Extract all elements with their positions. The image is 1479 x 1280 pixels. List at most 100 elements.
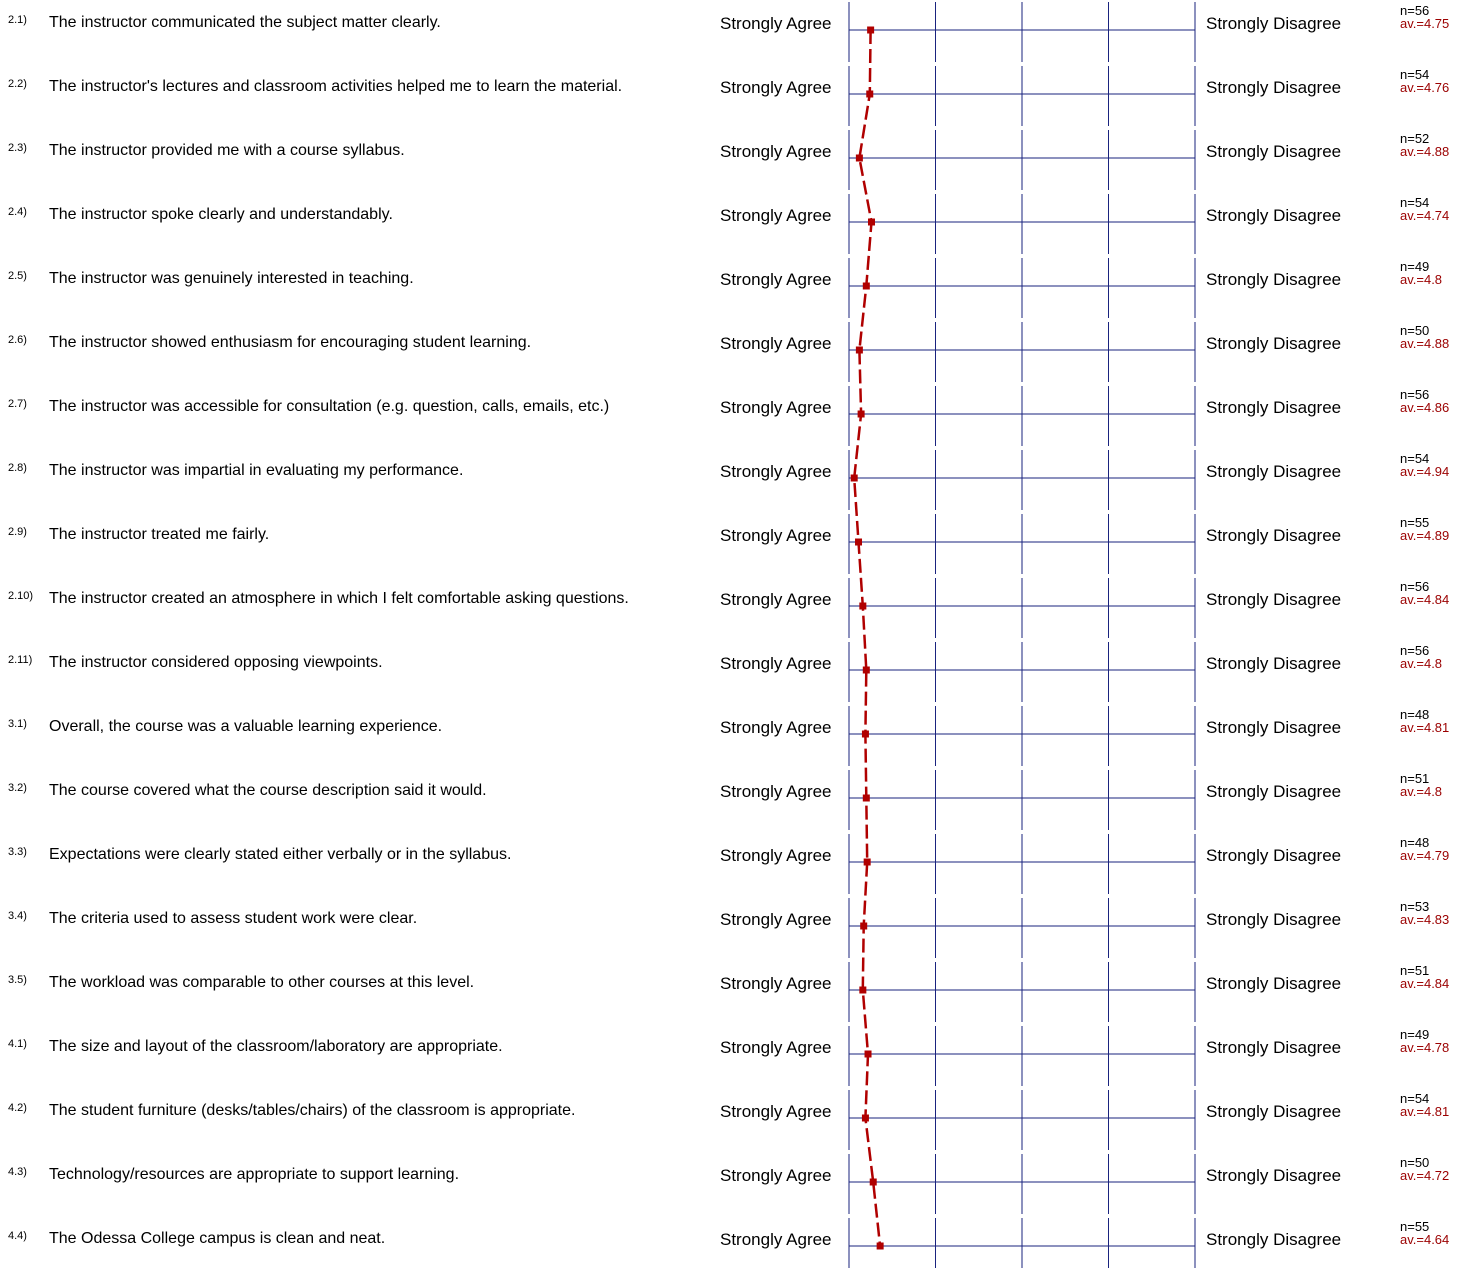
scale-right-label: Strongly Disagree: [1206, 1102, 1342, 1121]
question-number: 2.10): [8, 590, 34, 602]
response-count: n=49: [1400, 259, 1430, 274]
question-text: The instructor was genuinely interested …: [49, 270, 414, 287]
scale-right-label: Strongly Disagree: [1206, 1166, 1342, 1185]
question-text: The instructor's lectures and classroom …: [49, 78, 623, 95]
question-text: The instructor showed enthusiasm for enc…: [49, 334, 532, 351]
question-number: 3.4): [8, 910, 27, 922]
question-number: 3.5): [8, 974, 27, 986]
average-value: av.=4.84: [1400, 976, 1450, 991]
scale-left-label: Strongly Agree: [720, 910, 832, 929]
data-point: [867, 26, 875, 34]
question-row: 2.10) The instructor created an atmospher…: [0, 576, 1479, 640]
question-number: 4.1): [8, 1038, 27, 1050]
question-text: The instructor treated me fairly.: [49, 526, 270, 543]
scale-right-label: Strongly Disagree: [1206, 14, 1342, 33]
scale-right-label: Strongly Disagree: [1206, 526, 1342, 545]
average-value: av.=4.88: [1400, 144, 1450, 159]
question-text: The course covered what the course descr…: [49, 782, 487, 799]
average-value: av.=4.88: [1400, 336, 1450, 351]
data-point: [861, 730, 869, 738]
average-value: av.=4.83: [1400, 912, 1450, 927]
question-number: 2.1): [8, 14, 27, 26]
scale-right-label: Strongly Disagree: [1206, 974, 1342, 993]
scale-left-label: Strongly Agree: [720, 14, 832, 33]
question-number: 3.2): [8, 782, 27, 794]
average-value: av.=4.8: [1400, 656, 1443, 671]
average-value: av.=4.89: [1400, 528, 1450, 543]
question-text: The criteria used to assess student work…: [49, 910, 418, 927]
question-number: 2.11): [8, 654, 33, 666]
question-row: 2.9) The instructor treated me fairly. Str…: [0, 512, 1479, 576]
scale-left-label: Strongly Agree: [720, 590, 832, 609]
data-point: [860, 922, 868, 930]
response-count: n=56: [1400, 3, 1430, 18]
response-count: n=56: [1400, 643, 1430, 658]
response-count: n=54: [1400, 195, 1430, 210]
question-number: 4.3): [8, 1166, 27, 1178]
question-text: Technology/resources are appropriate to …: [49, 1166, 460, 1183]
scale-right-label: Strongly Disagree: [1206, 1038, 1342, 1057]
question-number: 2.2): [8, 78, 27, 90]
scale-left-label: Strongly Agree: [720, 526, 832, 545]
response-count: n=53: [1400, 899, 1430, 914]
data-point: [855, 346, 863, 354]
average-value: av.=4.78: [1400, 1040, 1450, 1055]
question-row: 2.2) The instructor's lectures and classr…: [0, 64, 1479, 128]
question-row: 2.4) The instructor spoke clearly and und…: [0, 192, 1479, 256]
scale-right-label: Strongly Disagree: [1206, 398, 1342, 417]
scale-left-label: Strongly Agree: [720, 270, 832, 289]
average-value: av.=4.64: [1400, 1232, 1450, 1247]
data-point: [855, 154, 863, 162]
question-row: 4.1) The size and layout of the classroom…: [0, 1024, 1479, 1088]
question-number: 4.4): [8, 1230, 27, 1242]
data-point: [863, 858, 871, 866]
average-value: av.=4.74: [1400, 208, 1450, 223]
average-value: av.=4.75: [1400, 16, 1450, 31]
response-count: n=50: [1400, 1155, 1430, 1170]
question-text: The instructor provided me with a course…: [49, 142, 405, 159]
response-count: n=54: [1400, 67, 1430, 82]
question-row: 2.1) The instructor communicated the subj…: [0, 0, 1479, 64]
scale-left-label: Strongly Agree: [720, 206, 832, 225]
question-row: 2.3) The instructor provided me with a co…: [0, 128, 1479, 192]
question-row: 2.8) The instructor was impartial in eval…: [0, 448, 1479, 512]
response-count: n=56: [1400, 387, 1430, 402]
scale-right-label: Strongly Disagree: [1206, 462, 1342, 481]
question-text: Overall, the course was a valuable learn…: [49, 718, 443, 735]
scale-left-label: Strongly Agree: [720, 846, 832, 865]
question-text: The instructor was impartial in evaluati…: [49, 462, 464, 479]
question-text: The Odessa College campus is clean and n…: [49, 1230, 386, 1247]
response-count: n=55: [1400, 1219, 1430, 1234]
data-point: [857, 410, 865, 418]
scale-left-label: Strongly Agree: [720, 1166, 832, 1185]
question-text: The instructor communicated the subject …: [49, 14, 441, 31]
average-value: av.=4.81: [1400, 1104, 1450, 1119]
question-row: 2.7) The instructor was accessible for co…: [0, 384, 1479, 448]
response-count: n=50: [1400, 323, 1430, 338]
response-count: n=48: [1400, 835, 1430, 850]
scale-left-label: Strongly Agree: [720, 78, 832, 97]
scale-left-label: Strongly Agree: [720, 334, 832, 353]
scale-right-label: Strongly Disagree: [1206, 654, 1342, 673]
response-count: n=51: [1400, 963, 1430, 978]
response-count: n=55: [1400, 515, 1430, 530]
response-count: n=49: [1400, 1027, 1430, 1042]
scale-right-label: Strongly Disagree: [1206, 846, 1342, 865]
question-row: 3.3) Expectations were clearly stated eit…: [0, 832, 1479, 896]
profile-line: [852, 29, 882, 1247]
question-number: 2.9): [8, 526, 27, 538]
response-count: n=52: [1400, 131, 1430, 146]
question-row: 2.11) The instructor considered opposing …: [0, 640, 1479, 704]
data-point: [869, 1178, 877, 1186]
question-number: 2.4): [8, 206, 27, 218]
scale-right-label: Strongly Disagree: [1206, 142, 1342, 161]
question-row: 3.2) The course covered what the course d…: [0, 768, 1479, 832]
response-count: n=54: [1400, 451, 1430, 466]
question-text: The instructor considered opposing viewp…: [49, 654, 383, 671]
data-point: [859, 986, 867, 994]
average-value: av.=4.79: [1400, 848, 1450, 863]
question-number: 2.6): [8, 334, 27, 346]
average-value: av.=4.94: [1400, 464, 1450, 479]
scale-right-label: Strongly Disagree: [1206, 1230, 1342, 1249]
